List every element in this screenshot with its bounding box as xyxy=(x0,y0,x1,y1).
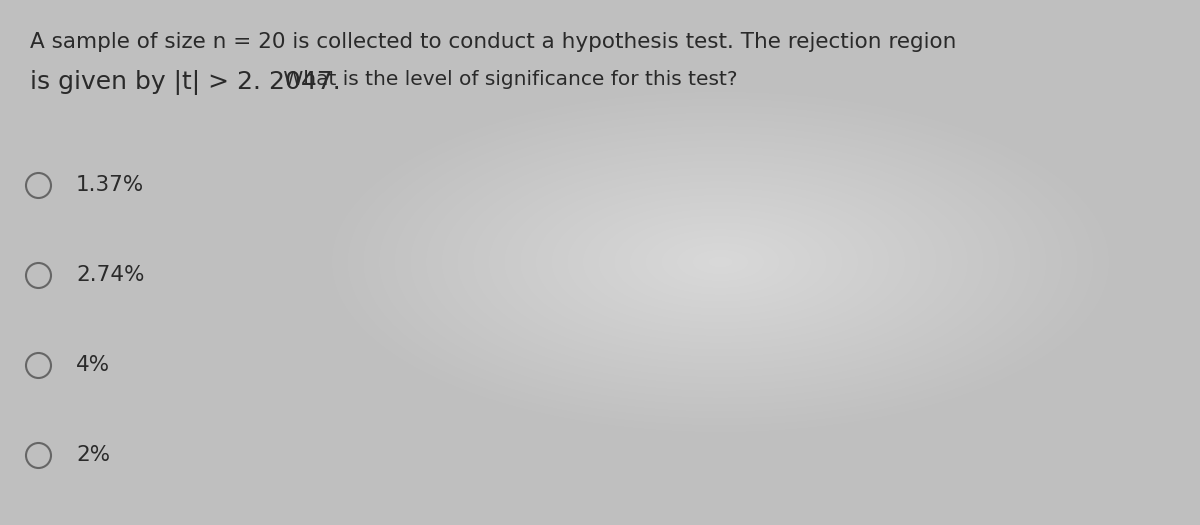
Text: 2%: 2% xyxy=(76,445,110,465)
Text: is given by |t| > 2. 2047.: is given by |t| > 2. 2047. xyxy=(30,70,341,95)
Text: 1.37%: 1.37% xyxy=(76,175,144,195)
Text: What is the level of significance for this test?: What is the level of significance for th… xyxy=(277,70,738,89)
Text: 2.74%: 2.74% xyxy=(76,265,144,285)
Text: A sample of size n = 20 is collected to conduct a hypothesis test. The rejection: A sample of size n = 20 is collected to … xyxy=(30,32,956,52)
Text: 4%: 4% xyxy=(76,355,110,375)
